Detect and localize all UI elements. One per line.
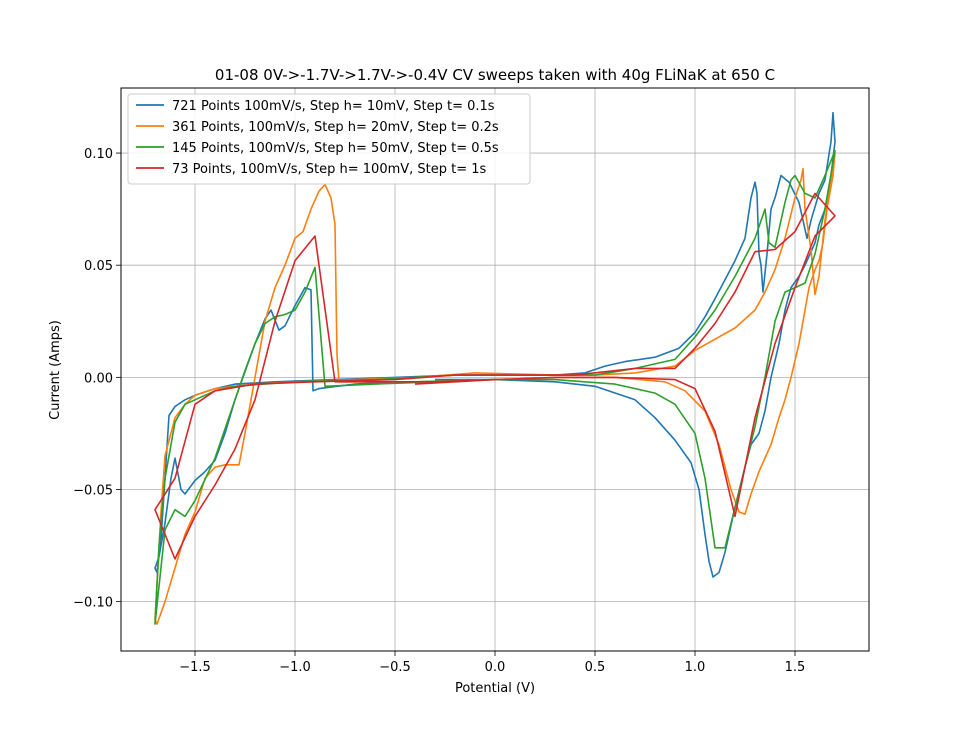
y-axis: −0.10 −0.05 0.00 0.05 0.10 <box>73 147 121 611</box>
legend-entry: 361 Points, 100mV/s, Step h= 20mV, Step … <box>172 120 499 135</box>
y-tick-label: 0.00 <box>84 371 113 386</box>
x-tick-label: 0.5 <box>585 660 606 675</box>
x-tick-label: 1.0 <box>685 660 706 675</box>
legend-box <box>127 93 531 185</box>
x-tick-label: −1.0 <box>279 660 311 675</box>
legend-entry: 721 Points 100mV/s, Step h= 10mV, Step t… <box>172 99 495 114</box>
x-tick-label: −1.5 <box>179 660 211 675</box>
chart-title: 01-08 0V->-1.7V->1.7V->-0.4V CV sweeps t… <box>215 66 775 84</box>
legend: 721 Points 100mV/s, Step h= 10mV, Step t… <box>127 93 531 185</box>
x-tick-label: 1.5 <box>785 660 806 675</box>
x-axis-label: Potential (V) <box>455 681 535 696</box>
x-tick-label: 0.0 <box>485 660 506 675</box>
series-line-4 <box>154 192 836 560</box>
plot-lines <box>154 111 836 625</box>
y-tick-label: −0.05 <box>73 484 113 499</box>
y-tick-label: −0.10 <box>73 596 113 611</box>
x-tick-label: −0.5 <box>379 660 411 675</box>
y-tick-label: 0.10 <box>84 147 113 162</box>
x-axis: −1.5 −1.0 −0.5 0.0 0.5 1.0 1.5 <box>179 651 805 675</box>
y-tick-label: 0.05 <box>84 259 113 274</box>
legend-entry: 145 Points, 100mV/s, Step h= 50mV, Step … <box>172 141 499 156</box>
legend-entry: 73 Points, 100mV/s, Step h= 100mV, Step … <box>172 162 487 177</box>
series-line-1 <box>154 111 836 578</box>
y-axis-label: Current (Amps) <box>48 320 63 420</box>
